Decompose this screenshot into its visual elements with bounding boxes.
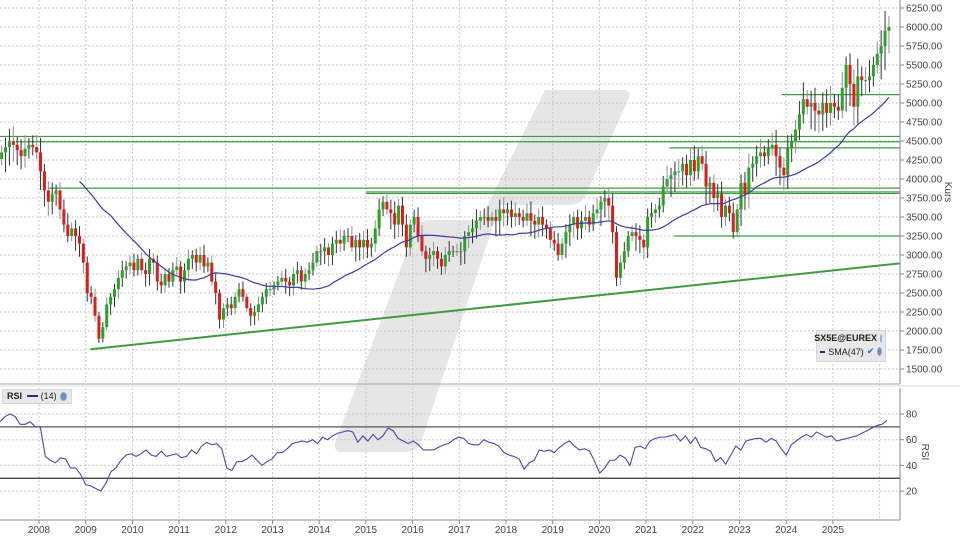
visibility-check-icon[interactable]: ✔ (866, 346, 875, 356)
svg-text:2500.00: 2500.00 (906, 289, 943, 300)
settings-icon[interactable] (877, 347, 882, 356)
svg-text:RSI: RSI (919, 444, 930, 461)
sma-label: SMA(47) (828, 346, 864, 357)
svg-text:5000.00: 5000.00 (906, 99, 943, 110)
svg-text:2011: 2011 (168, 525, 190, 536)
rsi-legend: RSI (14) (2, 389, 72, 404)
rsi-line (0, 413, 900, 492)
svg-text:2022: 2022 (682, 525, 705, 536)
svg-text:2008: 2008 (28, 525, 51, 536)
rsi-label: RSI (7, 391, 23, 401)
svg-text:2021: 2021 (635, 525, 658, 536)
price-candles (0, 10, 891, 343)
svg-text:2010: 2010 (121, 525, 144, 536)
svg-text:4500.00: 4500.00 (906, 137, 943, 148)
svg-text:2023: 2023 (728, 525, 751, 536)
svg-text:2015: 2015 (355, 525, 378, 536)
svg-text:2000.00: 2000.00 (906, 327, 943, 338)
svg-text:2250.00: 2250.00 (906, 308, 943, 319)
svg-text:2024: 2024 (775, 525, 798, 536)
svg-text:5250.00: 5250.00 (906, 80, 943, 91)
rsi-period: (14) (40, 391, 57, 401)
svg-text:2013: 2013 (261, 525, 284, 536)
svg-text:80: 80 (906, 410, 918, 421)
svg-text:40: 40 (906, 461, 918, 472)
svg-text:4000.00: 4000.00 (906, 175, 943, 186)
svg-text:60: 60 (906, 435, 918, 446)
svg-text:2017: 2017 (448, 525, 471, 536)
svg-text:1750.00: 1750.00 (906, 346, 943, 357)
svg-text:2018: 2018 (495, 525, 518, 536)
svg-text:2014: 2014 (308, 525, 331, 536)
svg-text:5750.00: 5750.00 (906, 42, 943, 53)
svg-text:6250.00: 6250.00 (906, 4, 943, 15)
svg-text:1500.00: 1500.00 (906, 365, 943, 376)
support-resistance-lines (0, 94, 901, 351)
svg-text:3000.00: 3000.00 (906, 251, 943, 262)
svg-text:6000.00: 6000.00 (906, 23, 943, 34)
price-legend: SX5E@EUREX SMA(47) ✔ (814, 330, 886, 362)
svg-text:2019: 2019 (542, 525, 565, 536)
svg-text:2025: 2025 (822, 525, 845, 536)
svg-text:4250.00: 4250.00 (906, 156, 943, 167)
svg-text:3500.00: 3500.00 (906, 213, 943, 224)
watermark-logo (334, 90, 630, 452)
svg-text:Kurs: Kurs (942, 182, 953, 203)
instrument-label: SX5E@EUREX (814, 333, 877, 343)
svg-text:5500.00: 5500.00 (906, 61, 943, 72)
svg-text:2020: 2020 (588, 525, 611, 536)
settings-icon[interactable] (880, 333, 882, 343)
settings-icon[interactable] (59, 391, 67, 401)
svg-text:2750.00: 2750.00 (906, 270, 943, 281)
svg-text:3250.00: 3250.00 (906, 232, 943, 243)
svg-text:2012: 2012 (215, 525, 238, 536)
sma-line (79, 97, 890, 290)
svg-text:2016: 2016 (401, 525, 424, 536)
svg-text:2009: 2009 (75, 525, 98, 536)
sma-swatch-icon (820, 350, 826, 353)
svg-text:3750.00: 3750.00 (906, 194, 943, 205)
svg-text:20: 20 (906, 487, 918, 498)
svg-text:4750.00: 4750.00 (906, 118, 943, 129)
rsi-swatch-icon (26, 395, 38, 397)
